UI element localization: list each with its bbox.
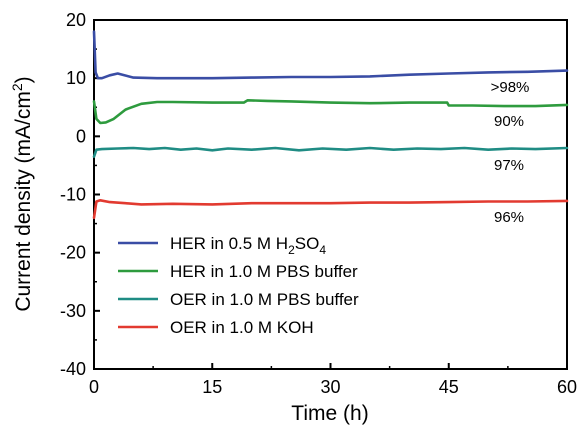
series-line-her-pbs — [92, 99, 569, 125]
axis-ticks: 0 15 30 45 60 20 10 0 -10 -20 -30 -40 — [60, 10, 577, 397]
x-tick-label: 0 — [89, 377, 99, 397]
x-tick-label: 60 — [557, 377, 577, 397]
x-tick-label: 30 — [320, 377, 340, 397]
legend-label-oer-koh: OER in 1.0 M KOH — [170, 318, 314, 337]
y-tick-label: 20 — [66, 10, 86, 30]
annotation-oer-pbs: 97% — [494, 157, 524, 174]
series-line-oer-koh — [92, 199, 569, 220]
legend-label-her-pbs: HER in 1.0 M PBS buffer — [170, 262, 358, 281]
x-axis-title: Time (h) — [291, 402, 368, 425]
y-tick-label: -10 — [60, 185, 86, 205]
y-tick-label: -30 — [60, 301, 86, 321]
y-tick-label: 0 — [76, 126, 86, 146]
y-tick-label: -20 — [60, 243, 86, 263]
y-axis-title: Current density (mA/cm2) — [9, 76, 35, 311]
annotation-her-pbs: 90% — [494, 113, 524, 130]
legend-label-oer-pbs: OER in 1.0 M PBS buffer — [170, 290, 359, 309]
y-tick-label: -40 — [60, 359, 86, 379]
y-tick-label: 10 — [66, 68, 86, 88]
annotation-oer-koh: 96% — [494, 209, 524, 226]
legend: HER in 0.5 M H2SO4 HER in 1.0 M PBS buff… — [118, 234, 359, 337]
legend-label-her-h2so4: HER in 0.5 M H2SO4 — [170, 234, 326, 257]
annotation-her-h2so4: >98% — [491, 79, 530, 96]
series-line-oer-pbs — [92, 146, 569, 158]
x-tick-label: 45 — [439, 377, 459, 397]
series-line-her-h2so4 — [92, 30, 569, 80]
series-layer — [92, 30, 569, 220]
x-tick-label: 15 — [202, 377, 222, 397]
